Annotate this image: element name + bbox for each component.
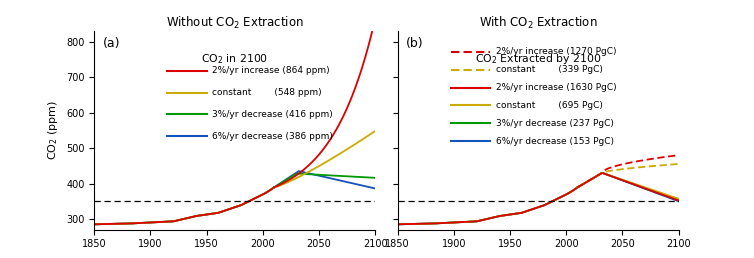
Text: constant        (339 PgC): constant (339 PgC) [496, 65, 603, 74]
Title: With CO$_2$ Extraction: With CO$_2$ Extraction [479, 15, 597, 31]
Text: (a): (a) [103, 37, 120, 50]
Text: 2%/yr increase (864 ppm): 2%/yr increase (864 ppm) [212, 66, 329, 75]
Text: constant        (695 PgC): constant (695 PgC) [496, 101, 603, 110]
Text: 2%/yr increase (1630 PgC): 2%/yr increase (1630 PgC) [496, 83, 617, 92]
Text: 3%/yr decrease (416 ppm): 3%/yr decrease (416 ppm) [212, 110, 333, 119]
Text: CO$_2$ in 2100: CO$_2$ in 2100 [201, 52, 268, 66]
Text: 6%/yr decrease (153 PgC): 6%/yr decrease (153 PgC) [496, 137, 614, 146]
Text: constant        (548 ppm): constant (548 ppm) [212, 88, 322, 97]
Text: 3%/yr decrease (237 PgC): 3%/yr decrease (237 PgC) [496, 119, 614, 128]
Text: (b): (b) [406, 37, 424, 50]
Text: CO$_2$ Extracted by 2100: CO$_2$ Extracted by 2100 [475, 52, 602, 66]
Y-axis label: CO$_2$ (ppm): CO$_2$ (ppm) [47, 100, 60, 160]
Text: 2%/yr increase (1270 PgC): 2%/yr increase (1270 PgC) [496, 47, 617, 56]
Title: Without CO$_2$ Extraction: Without CO$_2$ Extraction [166, 15, 304, 31]
Text: 6%/yr decrease (386 ppm): 6%/yr decrease (386 ppm) [212, 132, 333, 141]
